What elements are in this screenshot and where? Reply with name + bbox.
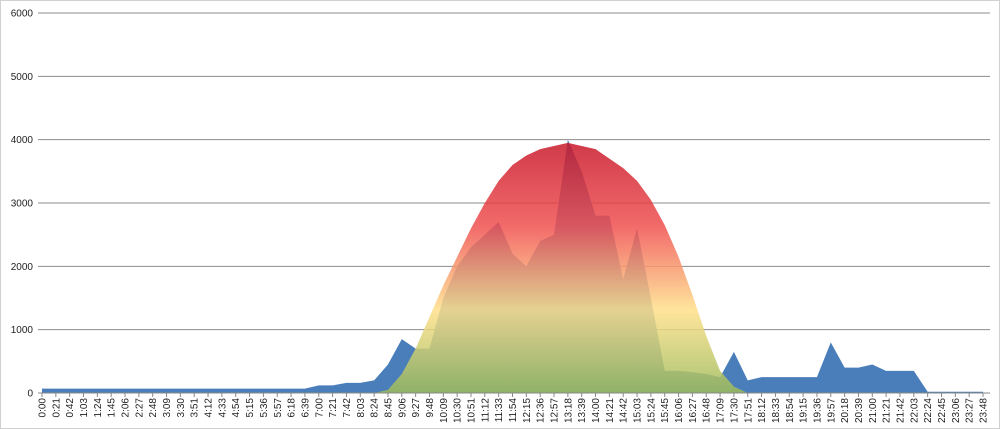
x-tick-label: 13:39 xyxy=(577,398,588,423)
x-tick-label: 4:54 xyxy=(231,398,242,418)
x-tick-label: 15:03 xyxy=(633,398,644,423)
x-tick-label: 10:51 xyxy=(466,398,477,423)
x-tick-label: 6:18 xyxy=(287,398,298,418)
x-tick-label: 18:12 xyxy=(757,398,768,423)
x-tick-label: 4:12 xyxy=(204,398,215,418)
y-tick-label: 6000 xyxy=(11,9,34,20)
x-tick-label: 17:09 xyxy=(716,398,727,423)
x-tick-label: 22:45 xyxy=(937,398,948,423)
x-tick-label: 21:00 xyxy=(868,398,879,423)
x-tick-label: 14:21 xyxy=(605,398,616,423)
x-tick-label: 22:03 xyxy=(909,398,920,423)
x-tick-label: 21:42 xyxy=(895,398,906,423)
y-tick-label: 2000 xyxy=(11,262,34,273)
x-tick-label: 18:54 xyxy=(785,398,796,423)
x-tick-label: 2:48 xyxy=(148,398,159,418)
x-tick-label: 12:36 xyxy=(536,398,547,423)
x-tick-label: 17:51 xyxy=(743,398,754,423)
x-tick-label: 22:24 xyxy=(923,398,934,423)
x-tick-label: 8:24 xyxy=(370,398,381,418)
x-tick-label: 0:00 xyxy=(38,398,49,418)
x-tick-label: 23:06 xyxy=(951,398,962,423)
x-tick-label: 1:03 xyxy=(79,398,90,418)
x-tick-label: 12:15 xyxy=(522,398,533,423)
x-tick-label: 1:45 xyxy=(107,398,118,418)
x-tick-label: 1:24 xyxy=(93,398,104,418)
x-tick-label: 9:27 xyxy=(411,398,422,418)
x-tick-label: 9:48 xyxy=(425,398,436,418)
y-tick-label: 3000 xyxy=(11,199,34,210)
x-tick-label: 10:09 xyxy=(439,398,450,423)
y-tick-label: 1000 xyxy=(11,325,34,336)
x-tick-label: 5:15 xyxy=(245,398,256,418)
x-tick-label: 11:54 xyxy=(508,398,519,423)
x-tick-label: 3:09 xyxy=(162,398,173,418)
x-tick-label: 20:39 xyxy=(854,398,865,423)
y-tick-label: 4000 xyxy=(11,135,34,146)
x-tick-label: 23:27 xyxy=(965,398,976,423)
x-tick-label: 3:30 xyxy=(176,398,187,418)
x-tick-label: 8:03 xyxy=(356,398,367,418)
x-tick-label: 19:15 xyxy=(799,398,810,423)
x-tick-label: 0:42 xyxy=(65,398,76,418)
x-tick-label: 15:24 xyxy=(646,398,657,423)
x-tick-label: 6:39 xyxy=(300,398,311,418)
area-series xyxy=(42,142,983,393)
x-tick-label: 17:30 xyxy=(729,398,740,423)
x-tick-label: 5:57 xyxy=(273,398,284,418)
x-tick-label: 8:45 xyxy=(383,398,394,418)
x-tick-label: 9:06 xyxy=(397,398,408,418)
x-tick-label: 13:18 xyxy=(563,398,574,423)
x-tick-label: 0:21 xyxy=(51,398,62,418)
x-tick-label: 20:18 xyxy=(840,398,851,423)
x-tick-label: 15:45 xyxy=(660,398,671,423)
x-tick-label: 7:00 xyxy=(314,398,325,418)
x-tick-label: 5:36 xyxy=(259,398,270,418)
x-tick-label: 12:57 xyxy=(550,398,561,423)
x-tick-label: 2:06 xyxy=(121,398,132,418)
x-tick-label: 11:33 xyxy=(494,398,505,423)
x-tick-label: 7:21 xyxy=(328,398,339,418)
x-tick-label: 16:48 xyxy=(702,398,713,423)
x-tick-label: 2:27 xyxy=(134,398,145,418)
x-tick-label: 4:33 xyxy=(217,398,228,418)
x-tick-label: 3:51 xyxy=(190,398,201,418)
x-tick-label: 14:00 xyxy=(591,398,602,423)
x-tick-label: 21:21 xyxy=(882,398,893,423)
x-tick-label: 16:06 xyxy=(674,398,685,423)
x-tick-label: 19:36 xyxy=(812,398,823,423)
x-tick-label: 19:57 xyxy=(826,398,837,423)
y-tick-label: 5000 xyxy=(11,72,34,83)
y-tick-label: 0 xyxy=(27,389,33,400)
x-tick-label: 11:12 xyxy=(480,398,491,423)
x-tick-label: 16:27 xyxy=(688,398,699,423)
x-tick-label: 18:33 xyxy=(771,398,782,423)
x-tick-label: 23:48 xyxy=(979,398,990,423)
x-tick-label: 14:42 xyxy=(619,398,630,423)
x-tick-label: 7:42 xyxy=(342,398,353,418)
x-tick-label: 10:30 xyxy=(453,398,464,423)
